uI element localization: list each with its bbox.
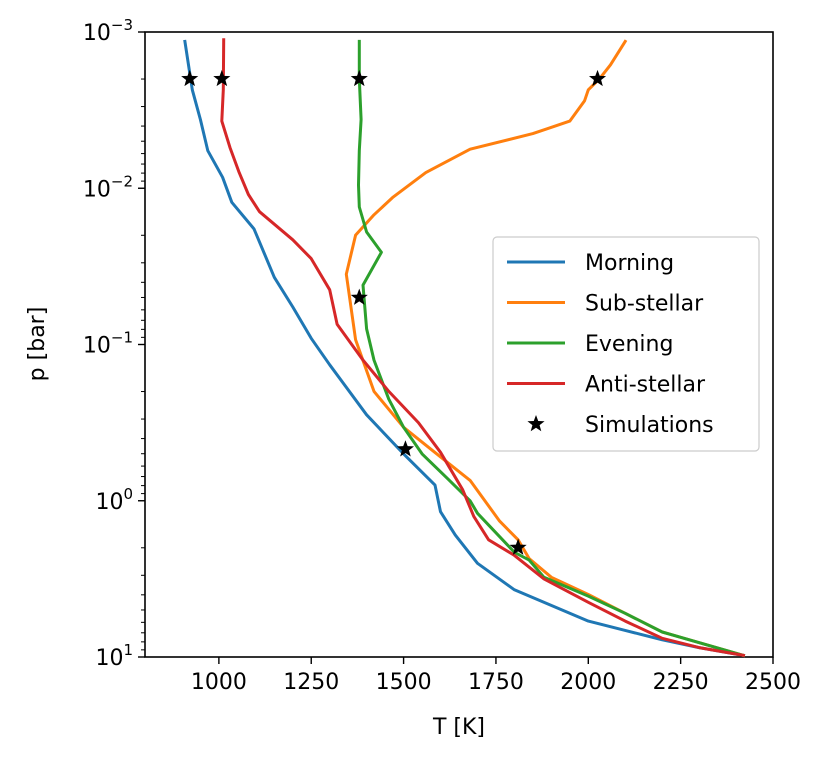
x-tick-label: 1750 [468, 670, 524, 695]
legend-label-sub-stellar: Sub-stellar [585, 292, 704, 317]
legend-label-anti-stellar: Anti-stellar [585, 373, 706, 398]
simulation-star-marker [396, 440, 414, 457]
simulation-star-marker [350, 288, 368, 305]
legend-frame [492, 236, 760, 452]
series-line-evening [357, 39, 746, 658]
x-tick-label: 2250 [653, 670, 709, 695]
series-line-sub-stellar [344, 39, 746, 658]
simulation-star-marker [588, 69, 607, 87]
series-line-morning [183, 39, 746, 658]
x-axis-label: T [K] [432, 715, 485, 740]
x-tick-label: 1500 [376, 670, 432, 695]
y-tick-label: 10−2 [83, 172, 133, 202]
y-axis-label: p [bar] [25, 307, 50, 382]
y-axis-ticks: 10−3 10−2 10−1 100 101 [83, 16, 145, 671]
y-tick-label: 101 [95, 641, 133, 671]
x-tick-label: 1000 [191, 670, 247, 695]
simulation-star-marker [350, 69, 368, 87]
simulation-star-marker [509, 538, 527, 555]
legend-label-evening: Evening [585, 332, 673, 357]
x-tick-label: 2500 [745, 670, 801, 695]
y-tick-label: 10−3 [83, 16, 133, 46]
simulation-star-marker [181, 69, 199, 87]
y-tick-label: 10−1 [83, 329, 133, 359]
x-tick-label: 2000 [560, 670, 616, 695]
x-axis-ticks: 1000 1250 1500 1750 2000 2250 2500 [191, 657, 801, 695]
y-tick-label: 100 [95, 485, 133, 515]
simulation-markers [181, 69, 607, 555]
simulation-star-marker [213, 69, 231, 87]
legend-swatch-simulations [527, 415, 545, 432]
legend-label-simulations: Simulations [585, 413, 714, 438]
legend: Morning Sub-stellar Evening Anti-stellar Sim… [492, 236, 760, 452]
legend-label-morning: Morning [585, 251, 674, 276]
series-lines [183, 38, 746, 658]
x-tick-label: 1250 [283, 670, 339, 695]
series-line-anti-stellar [220, 38, 746, 658]
